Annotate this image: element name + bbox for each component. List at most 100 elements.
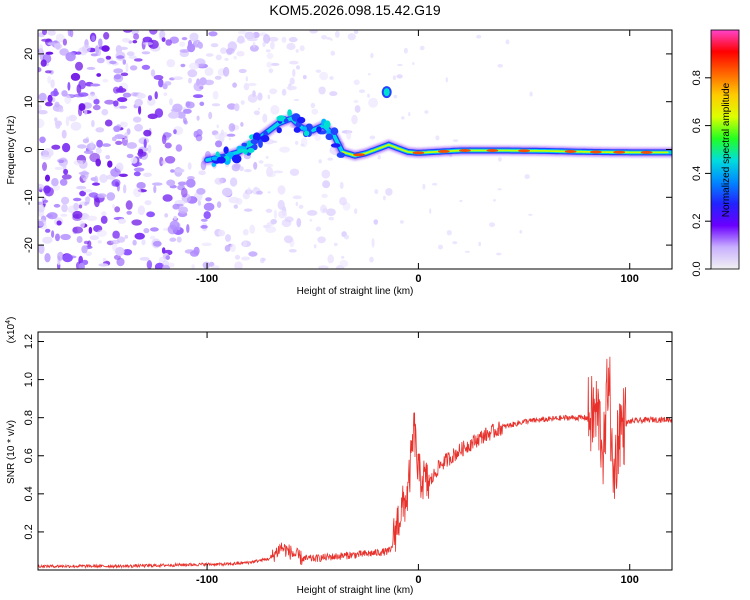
noise-blob bbox=[53, 88, 58, 97]
noise-blob bbox=[273, 209, 277, 219]
noise-blob bbox=[476, 34, 482, 39]
noise-blob bbox=[498, 157, 502, 162]
noise-blob bbox=[301, 137, 308, 148]
noise-blob bbox=[95, 45, 100, 55]
noise-blob bbox=[97, 193, 107, 199]
noise-blob bbox=[314, 134, 321, 141]
noise-blob bbox=[53, 43, 63, 49]
noise-blob bbox=[122, 38, 130, 43]
noise-blob bbox=[181, 187, 188, 198]
noise-blob bbox=[122, 30, 133, 33]
noise-blob bbox=[133, 171, 141, 177]
spectrogram-xtick-label: 100 bbox=[621, 273, 639, 285]
noise-blob bbox=[79, 220, 85, 228]
noise-blob bbox=[196, 115, 200, 121]
noise-blob bbox=[222, 66, 230, 77]
noise-blob bbox=[99, 174, 108, 183]
noise-blob bbox=[60, 233, 71, 241]
noise-blob bbox=[270, 219, 278, 225]
noise-blob bbox=[96, 139, 103, 148]
track-blob bbox=[330, 127, 339, 135]
noise-blob bbox=[83, 189, 93, 193]
noise-blob bbox=[96, 57, 105, 64]
noise-blob bbox=[101, 45, 110, 52]
noise-blob bbox=[235, 198, 243, 205]
noise-blob bbox=[142, 42, 154, 46]
noise-blob bbox=[288, 36, 298, 43]
noise-blob bbox=[177, 181, 187, 186]
noise-blob bbox=[38, 244, 45, 255]
noise-blob bbox=[118, 105, 128, 109]
noise-blob bbox=[326, 37, 332, 40]
noise-blob bbox=[401, 116, 405, 120]
noise-blob bbox=[179, 41, 186, 47]
track-blob bbox=[211, 162, 217, 167]
noise-blob bbox=[143, 129, 152, 137]
noise-blob bbox=[113, 68, 124, 74]
noise-blob bbox=[62, 38, 67, 46]
track-blob bbox=[216, 156, 226, 164]
noise-blob bbox=[80, 170, 89, 180]
noise-blob bbox=[313, 244, 317, 249]
noise-blob bbox=[61, 203, 68, 213]
noise-blob bbox=[54, 166, 63, 170]
noise-blob bbox=[258, 160, 264, 164]
noise-blob bbox=[196, 188, 206, 195]
noise-blob bbox=[226, 47, 235, 55]
noise-blob bbox=[318, 159, 322, 164]
noise-blob bbox=[263, 163, 274, 168]
noise-blob bbox=[141, 64, 151, 70]
track-blob bbox=[283, 118, 289, 124]
noise-blob bbox=[126, 51, 135, 56]
noise-blob bbox=[201, 242, 212, 247]
noise-blob bbox=[84, 196, 91, 202]
track-hotspot bbox=[518, 149, 531, 153]
noise-blob bbox=[266, 61, 273, 68]
frequency-track bbox=[202, 86, 672, 167]
track-blob bbox=[325, 133, 334, 141]
noise-blob bbox=[153, 185, 157, 194]
noise-blob bbox=[243, 208, 253, 212]
noise-blob bbox=[129, 65, 138, 71]
noise-blob bbox=[452, 241, 458, 245]
track-blob bbox=[276, 115, 286, 122]
track-blob bbox=[297, 116, 306, 124]
noise-blob bbox=[141, 51, 151, 55]
noise-blob bbox=[334, 30, 340, 38]
noise-blob bbox=[154, 108, 164, 118]
noise-blob bbox=[262, 113, 268, 123]
noise-blob bbox=[126, 128, 131, 135]
noise-blob bbox=[166, 59, 176, 68]
noise-blob bbox=[143, 228, 150, 234]
noise-blob bbox=[238, 40, 243, 44]
noise-blob bbox=[429, 208, 432, 214]
noise-blob bbox=[78, 79, 86, 90]
noise-blob bbox=[60, 213, 68, 217]
noise-blob bbox=[62, 253, 73, 263]
track-hotspot bbox=[640, 150, 653, 154]
noise-blob bbox=[115, 140, 123, 145]
noise-blob bbox=[55, 33, 65, 43]
snr-frame bbox=[37, 331, 673, 571]
noise-blob bbox=[187, 69, 198, 78]
noise-blob bbox=[229, 177, 238, 187]
noise-blob bbox=[270, 41, 275, 50]
noise-blob bbox=[115, 181, 120, 187]
noise-blob bbox=[172, 203, 180, 210]
noise-blob bbox=[307, 210, 318, 216]
noise-blob bbox=[289, 77, 295, 85]
noise-blob bbox=[118, 173, 128, 177]
noise-blob bbox=[136, 182, 146, 189]
snr-ytick-label: 0.4 bbox=[23, 486, 35, 501]
noise-blob bbox=[38, 204, 45, 213]
noise-blob bbox=[330, 38, 333, 41]
noise-blob bbox=[83, 240, 89, 245]
noise-blob bbox=[42, 236, 53, 244]
noise-blob bbox=[122, 59, 127, 65]
noise-blob bbox=[172, 103, 183, 113]
noise-blob bbox=[370, 52, 374, 59]
noise-blob bbox=[70, 72, 81, 81]
noise-blob bbox=[266, 166, 274, 177]
